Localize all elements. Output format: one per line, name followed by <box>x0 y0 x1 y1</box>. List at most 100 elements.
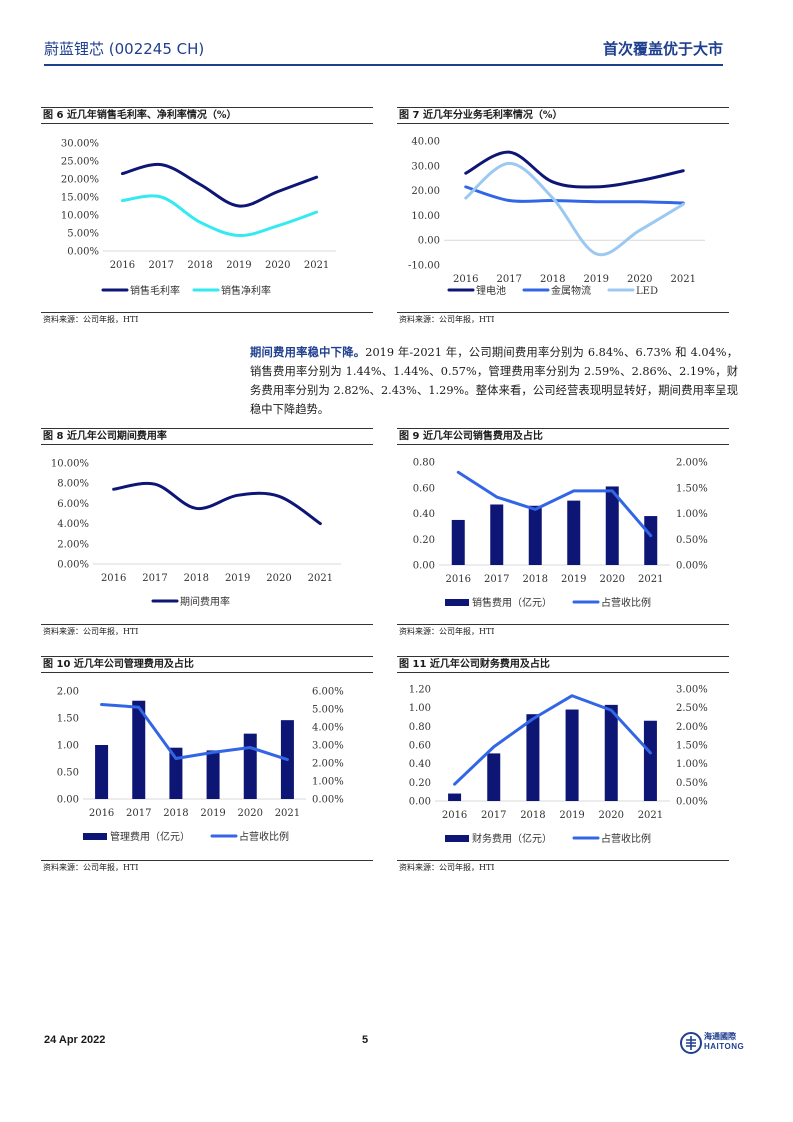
figure-title: 图 8 近几年公司期间费用率 <box>41 428 373 445</box>
x-tick-label: 2018 <box>163 808 188 819</box>
y-tick-label: 0.00 <box>413 561 435 572</box>
series-line <box>112 481 322 526</box>
legend-label: LED <box>636 286 658 297</box>
legend-label: 金属物流 <box>551 284 591 297</box>
y2-tick-label: 0.50% <box>676 535 708 546</box>
y2-tick-label: 4.00% <box>312 723 344 734</box>
figure-title: 图 6 近几年销售毛利率、净利率情况（%） <box>41 107 373 124</box>
x-tick-label: 2017 <box>149 260 174 271</box>
segment-margin-chart: -10.00 0.00 10.00 20.00 30.00 40.00 2016 2017 20… <box>408 137 705 297</box>
figure-title: 图 11 近几年公司财务费用及占比 <box>397 656 729 673</box>
y2-tick-label: 1.00% <box>312 777 344 788</box>
y-tick-label: 15.00% <box>61 193 99 204</box>
report-company-name: 蔚蓝锂芯 (002245 CH) <box>44 40 205 58</box>
analysis-paragraph: 期间费用率稳中下降。2019 年-2021 年，公司期间费用率分别为 6.84%… <box>250 343 738 419</box>
y2-tick-label: 1.00% <box>676 509 708 520</box>
series-line <box>120 162 319 208</box>
bar <box>605 486 619 565</box>
y-tick-label: 1.20 <box>409 685 431 696</box>
haitong-logo: 海通國際 HAITONG <box>680 1030 750 1056</box>
x-tick-label: 2020 <box>238 808 263 819</box>
y-tick-label: 0.00 <box>57 795 79 806</box>
x-tick-label: 2017 <box>497 274 522 285</box>
x-tick-label: 2020 <box>266 573 291 584</box>
x-tick-label: 2021 <box>275 808 300 819</box>
y-tick-label: 0.00% <box>57 560 89 571</box>
series-line <box>120 194 319 238</box>
y-tick-label: 1.00 <box>409 703 431 714</box>
y-tick-label: 4.00% <box>57 519 89 530</box>
bar <box>487 753 501 801</box>
legend-label: 销售毛利率 <box>130 284 180 297</box>
x-tick-label: 2021 <box>638 810 663 821</box>
bar <box>526 714 540 801</box>
x-tick-label: 2016 <box>89 808 114 819</box>
y-tick-label: 30.00 <box>411 161 440 172</box>
y-tick-label: 0.60 <box>413 483 435 494</box>
y2-tick-label: 2.00% <box>312 759 344 770</box>
bar <box>565 709 579 801</box>
x-tick-label: 2021 <box>638 574 663 585</box>
x-tick-label: 2020 <box>599 810 624 821</box>
y2-tick-label: 0.00% <box>676 561 708 572</box>
y-tick-label: 2.00 <box>57 687 79 698</box>
y-tick-label: 0.00 <box>409 797 431 808</box>
bar <box>490 504 504 565</box>
x-tick-label: 2019 <box>584 274 609 285</box>
x-tick-label: 2019 <box>561 574 586 585</box>
logo-text-zh: 海通國際 <box>704 1032 736 1041</box>
figure-source: 资料来源：公司年报，HTI <box>397 312 729 327</box>
legend-label: 销售净利率 <box>221 284 271 297</box>
x-tick-label: 2021 <box>308 573 333 584</box>
x-tick-label: 2016 <box>442 810 467 821</box>
x-tick-label: 2020 <box>600 574 625 585</box>
y2-tick-label: 2.50% <box>676 703 708 714</box>
y-tick-label: 0.80 <box>413 458 435 469</box>
y-tick-label: 0.20 <box>409 778 431 789</box>
y-tick-label: 0.60 <box>409 741 431 752</box>
page-number: 5 <box>362 1034 369 1046</box>
legend-label: 财务费用（亿元） <box>472 832 552 845</box>
figure-title: 图 7 近几年分业务毛利率情况（%） <box>397 107 729 124</box>
x-tick-label: 2018 <box>520 810 545 821</box>
y2-tick-label: 0.00% <box>676 797 708 808</box>
legend-swatch-bar <box>83 833 107 840</box>
x-tick-label: 2017 <box>126 808 151 819</box>
figure-title: 图 9 近几年公司销售费用及占比 <box>397 428 729 445</box>
x-tick-label: 2021 <box>304 260 329 271</box>
admin-expense-chart: 0.00 0.50 1.00 1.50 2.00 0.00% 1.00% 2.00% 3.00%… <box>57 687 344 844</box>
bar <box>206 750 220 799</box>
y-tick-label: 0.50 <box>57 768 79 779</box>
y2-tick-label: 3.00% <box>312 741 344 752</box>
x-tick-label: 2016 <box>446 574 471 585</box>
legend-swatch-bar <box>445 835 469 842</box>
y-tick-label: 0.40 <box>409 759 431 770</box>
x-tick-label: 2018 <box>184 573 209 584</box>
legend-label: 占营收比例 <box>601 832 651 845</box>
y2-tick-label: 0.50% <box>676 778 708 789</box>
y-tick-label: 8.00% <box>57 479 89 490</box>
figure-source: 资料来源：公司年报，HTI <box>41 624 373 639</box>
x-tick-label: 2019 <box>226 260 251 271</box>
report-title: 首次覆盖优于大市 <box>602 40 723 58</box>
y2-tick-label: 1.00% <box>676 759 708 770</box>
y-tick-label: 10.00 <box>411 211 440 222</box>
selling-expense-chart: 0.00 0.20 0.40 0.60 0.80 0.00% 0.50% 1.00% 1.50%… <box>413 458 708 610</box>
y-tick-label: 5.00% <box>67 229 99 240</box>
legend-label: 销售费用（亿元） <box>472 596 552 609</box>
series-line <box>456 470 653 538</box>
bar <box>567 500 581 565</box>
y2-tick-label: 6.00% <box>312 687 344 698</box>
y-tick-label: 10.00% <box>61 211 99 222</box>
y-tick-label: 0.80 <box>409 722 431 733</box>
x-tick-label: 2021 <box>671 274 696 285</box>
y-tick-label: 1.50 <box>57 714 79 725</box>
gross-net-margin-chart: 0.00% 5.00% 10.00% 15.00% 20.00% 25.00% 30.00%… <box>61 139 336 297</box>
bar <box>644 516 658 565</box>
legend-label: 占营收比例 <box>601 596 651 609</box>
bar <box>132 700 146 799</box>
y-tick-label: 30.00% <box>61 139 99 150</box>
paragraph-lead: 期间费用率稳中下降。 <box>250 345 366 359</box>
legend-label: 期间费用率 <box>180 595 230 608</box>
bar <box>448 793 462 801</box>
